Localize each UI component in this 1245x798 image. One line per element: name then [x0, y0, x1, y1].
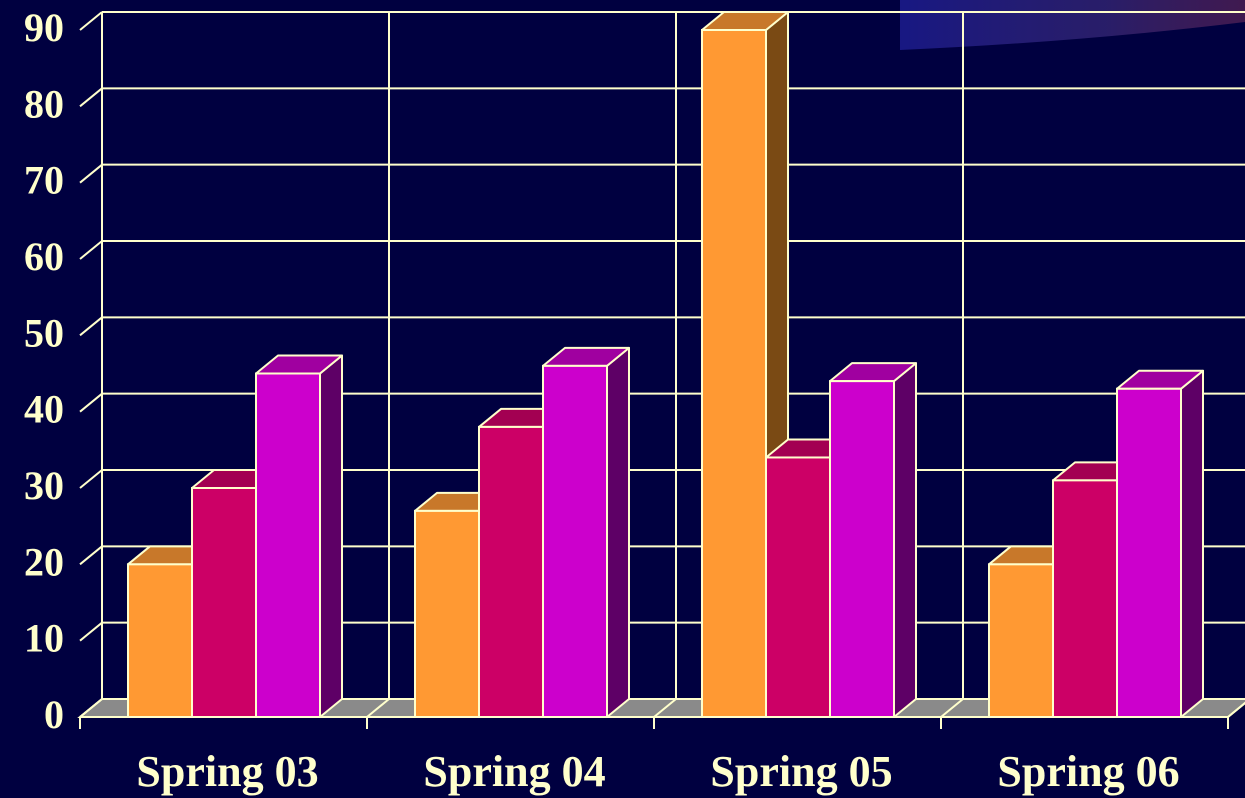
- y-tick-label: 0: [44, 692, 64, 737]
- bar-front: [765, 456, 831, 718]
- x-category-label: Spring 05: [710, 747, 892, 796]
- y-tick-mark: [79, 469, 103, 489]
- bar: [542, 346, 630, 718]
- bar-front: [988, 563, 1054, 718]
- y-tick-label: 20: [24, 539, 64, 584]
- y-tick-label: 80: [24, 81, 64, 126]
- y-tick-mark: [79, 163, 103, 184]
- y-tick-label: 30: [24, 463, 64, 508]
- bar: [255, 354, 343, 718]
- bar-side: [893, 362, 917, 718]
- bar-front: [1116, 387, 1182, 718]
- bar: [829, 362, 917, 718]
- bar-front: [414, 509, 480, 718]
- y-tick-label: 90: [24, 5, 64, 50]
- bar-side: [606, 346, 630, 718]
- y-tick-mark: [79, 621, 103, 642]
- floor-depth-line: [653, 698, 677, 718]
- y-axis: [80, 12, 102, 717]
- y-tick-mark: [79, 87, 103, 108]
- bar-front: [701, 29, 767, 718]
- x-category-label: Spring 04: [423, 747, 605, 796]
- bar-front: [255, 372, 321, 718]
- y-tick-label: 40: [24, 387, 64, 432]
- y-tick-mark: [79, 316, 103, 337]
- y-tick-label: 10: [24, 616, 64, 661]
- bar-side: [319, 354, 343, 718]
- bar-front: [127, 563, 193, 718]
- floor-depth-line: [1227, 701, 1245, 718]
- x-category-label: Spring 03: [136, 747, 318, 796]
- y-tick-label: 60: [24, 234, 64, 279]
- y-tick-label: 50: [24, 310, 64, 355]
- floor-depth-line: [79, 698, 103, 718]
- bar-front: [191, 487, 257, 718]
- bar-front: [542, 364, 608, 718]
- bar-front: [1052, 479, 1118, 718]
- y-tick-mark: [79, 240, 103, 260]
- y-tick-label: 70: [24, 158, 64, 203]
- x-category-label: Spring 06: [997, 747, 1179, 796]
- bar: [1116, 369, 1204, 718]
- floor-depth-line: [940, 698, 964, 718]
- background-glow: [900, 0, 1245, 50]
- bar-front: [829, 380, 895, 718]
- y-tick-mark: [79, 392, 103, 413]
- bar-front: [478, 425, 544, 718]
- bar-side: [1180, 369, 1204, 718]
- floor-depth-line: [366, 698, 390, 718]
- y-tick-mark: [79, 545, 103, 566]
- y-tick-mark: [79, 11, 103, 31]
